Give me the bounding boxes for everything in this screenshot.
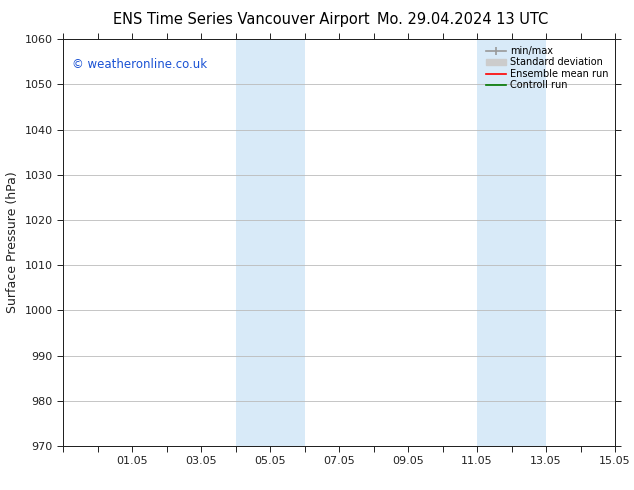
Bar [477, 39, 546, 446]
Text: Mo. 29.04.2024 13 UTC: Mo. 29.04.2024 13 UTC [377, 12, 548, 27]
Bar [236, 39, 305, 446]
Legend: min/max, Standard deviation, Ensemble mean run, Controll run: min/max, Standard deviation, Ensemble me… [484, 44, 610, 92]
Y-axis label: Surface Pressure (hPa): Surface Pressure (hPa) [6, 172, 19, 314]
Text: © weatheronline.co.uk: © weatheronline.co.uk [72, 57, 207, 71]
Text: ENS Time Series Vancouver Airport: ENS Time Series Vancouver Airport [113, 12, 369, 27]
